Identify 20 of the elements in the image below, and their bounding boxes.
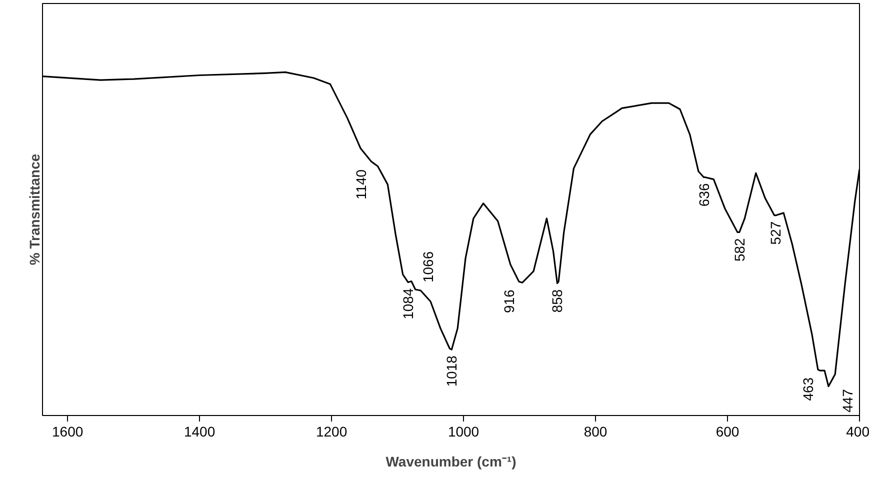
annotation: 1140: [353, 169, 370, 200]
x-tick-label: 1000: [448, 424, 480, 440]
annotation: 582: [731, 238, 748, 262]
x-tick-label: 600: [716, 424, 740, 440]
y-axis-title: % Transmittance: [26, 154, 42, 266]
x-tick-label: 800: [584, 424, 608, 440]
annotation: 1018: [444, 355, 460, 387]
x-tick-label: 1200: [316, 424, 348, 440]
annotation: 527: [768, 221, 784, 245]
annotation: 1084: [400, 288, 416, 320]
annotation: 463: [800, 377, 816, 401]
x-tick-label: 400: [846, 424, 869, 440]
annotation: 916: [500, 289, 517, 313]
x-tick-label: 1600: [52, 424, 84, 440]
annotation: 1066: [420, 251, 436, 283]
annotation: 636: [696, 183, 712, 207]
x-tick-label: 1400: [184, 424, 216, 440]
x-axis-title: Wavenumber (cm⁻¹): [386, 454, 516, 470]
annotation: 858: [549, 289, 566, 313]
annotation: 447: [839, 388, 856, 412]
